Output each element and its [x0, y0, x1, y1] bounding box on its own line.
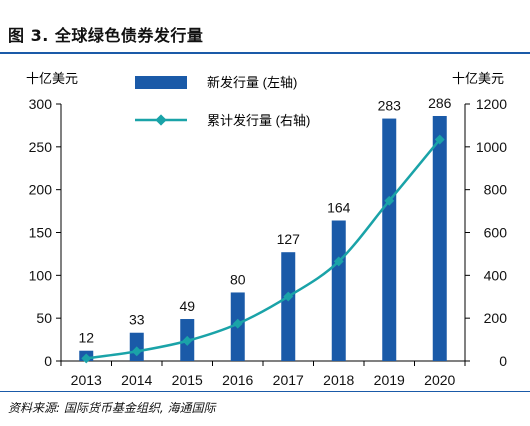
bar [382, 118, 397, 362]
bar-data-label: 33 [129, 312, 145, 328]
bar-data-label: 127 [277, 231, 301, 247]
bar-data-label: 164 [327, 200, 351, 216]
legend-line-label: 累计发行量 (右轴) [207, 113, 310, 128]
line-point [384, 195, 395, 206]
line-point [182, 335, 193, 346]
right-axis-unit: 十亿美元 [452, 71, 504, 86]
line-point [434, 134, 445, 145]
bar-data-label: 286 [428, 95, 452, 111]
source-divider [0, 391, 530, 392]
bar [432, 115, 447, 361]
left-axis-tick-label: 300 [29, 96, 53, 112]
plot-area: 0 50 100 150 200 250 300 0 200 400 600 800 1000 1200 2… [29, 95, 508, 388]
line-point [333, 256, 344, 267]
right-axis-tick-label: 800 [484, 182, 508, 198]
figure-title: 图 3. 全球绿色债券发行量 [8, 26, 204, 45]
legend-line-marker [155, 114, 167, 126]
bar [281, 252, 296, 361]
right-axis-tick-label: 200 [484, 310, 508, 326]
bar [331, 220, 346, 361]
line-point [232, 318, 243, 329]
left-axis-unit: 十亿美元 [26, 71, 78, 86]
x-axis-tick-label: 2016 [222, 372, 253, 388]
legend: 新发行量 (左轴) 累计发行量 (右轴) [135, 75, 310, 128]
left-axis-tick-label: 250 [29, 139, 53, 155]
right-axis-tick-label: 0 [499, 353, 507, 369]
line-point [131, 346, 142, 357]
title-divider [0, 52, 530, 54]
bar-data-label: 283 [378, 98, 402, 114]
left-axis-tick-label: 0 [44, 353, 52, 369]
right-axis-tick-label: 1200 [476, 96, 507, 112]
line-point [283, 291, 294, 302]
legend-bar-label: 新发行量 (左轴) [207, 75, 297, 90]
legend-bar-swatch [135, 76, 187, 89]
left-axis-tick-label: 150 [29, 225, 53, 241]
bar-data-label: 12 [78, 330, 94, 346]
x-axis-tick-label: 2014 [121, 372, 152, 388]
x-axis-tick-label: 2013 [71, 372, 102, 388]
left-axis-tick-label: 200 [29, 182, 53, 198]
left-axis-tick-label: 100 [29, 267, 53, 283]
x-axis-tick-label: 2017 [273, 372, 304, 388]
right-axis-tick-label: 400 [484, 267, 508, 283]
bar-data-label: 49 [179, 298, 195, 314]
x-axis-tick-label: 2019 [374, 372, 405, 388]
x-axis-tick-label: 2015 [172, 372, 203, 388]
x-axis-tick-label: 2018 [323, 372, 354, 388]
left-axis-tick-label: 50 [36, 310, 52, 326]
x-axis-tick-label: 2020 [424, 372, 455, 388]
right-axis-tick-label: 600 [484, 225, 508, 241]
right-axis-tick-label: 1000 [476, 139, 507, 155]
bar-data-label: 80 [230, 271, 246, 287]
source-note: 资料来源: 国际货币基金组织, 海通国际 [8, 401, 216, 415]
